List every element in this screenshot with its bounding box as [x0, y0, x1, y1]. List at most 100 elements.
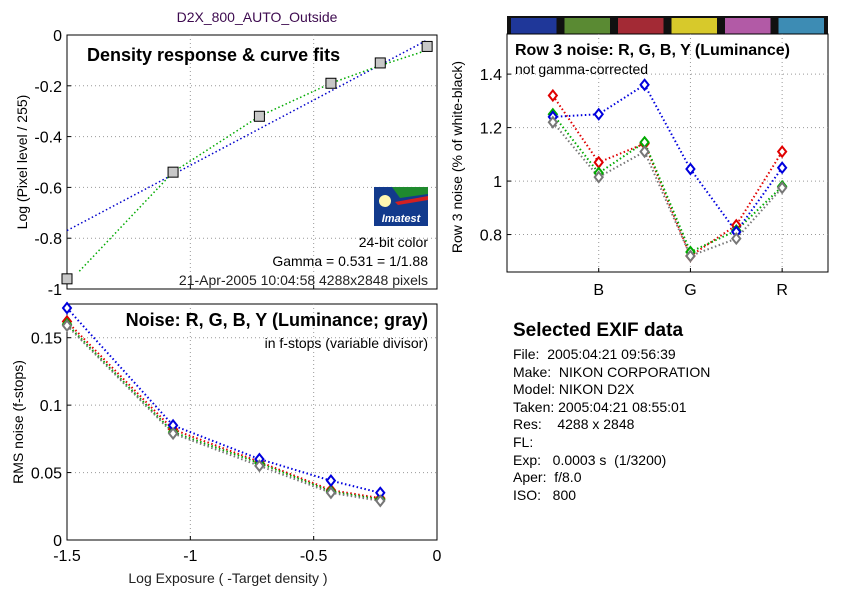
imatest-logo: Imatest: [374, 187, 428, 226]
noise-title: Noise: R, G, B, Y (Luminance; gray): [126, 310, 428, 330]
density-marker: [325, 77, 337, 89]
color-patch: [725, 18, 771, 34]
imatest-logo-text: Imatest: [382, 213, 422, 225]
color-patch: [564, 18, 610, 34]
exif-row-iso: ISO: 800: [513, 486, 577, 503]
noise-x-tick-label: -1: [183, 548, 197, 565]
density-marker: [421, 40, 433, 52]
row3-y-tick-label: 1.4: [480, 67, 502, 84]
row3-marker: [593, 170, 604, 184]
color-patch: [778, 18, 824, 34]
noise-panel: Noise: R, G, B, Y (Luminance; gray) in f…: [10, 301, 442, 586]
noise-marker: [61, 301, 73, 315]
density-y-tick-label: -0.2: [34, 79, 62, 96]
noise-series-line: [66, 320, 381, 500]
density-annotation-date: 21-Apr-2005 10:04:58 4288x2848 pixels: [179, 272, 428, 288]
density-y-tick-labels: -1 -0.8 -0.6 -0.4 -0.2 0: [34, 28, 62, 299]
exif-panel: Selected EXIF data File: 2005:04:21 09:5…: [513, 320, 710, 504]
exif-row-aper: Aper: f/8.0: [513, 469, 582, 486]
density-marker: [61, 273, 73, 285]
noise-y-tick-label: 0.15: [31, 331, 62, 348]
exif-row-fl: FL:: [513, 433, 534, 450]
noise-x-tick-label: 0: [433, 548, 442, 565]
noise-ticks: [66, 337, 438, 541]
noise-marker: [374, 494, 386, 508]
density-y-tick-label: -0.4: [34, 130, 62, 147]
noise-marker: [254, 459, 265, 473]
density-plot-frame: [66, 34, 438, 290]
row3-ticks: [507, 73, 783, 272]
noise-y-tick-label: 0.05: [31, 466, 62, 483]
exif-title: Selected EXIF data: [513, 320, 684, 341]
exif-row-make: Make: NIKON CORPORATION: [513, 363, 711, 380]
noise-marker: [325, 486, 337, 500]
row3-marker: [547, 115, 559, 129]
row3-y-tick-label: 1: [493, 174, 502, 191]
density-marker: [253, 110, 265, 122]
density-annotation-gamma: Gamma = 0.531 = 1/1.88: [272, 253, 428, 269]
figure-title: D2X_800_AUTO_Outside: [177, 9, 338, 25]
row3-marker: [776, 161, 788, 175]
noise-y-tick-label: 0: [53, 533, 62, 550]
row3-category-label: G: [684, 282, 696, 299]
noise-series-line: [66, 324, 381, 502]
noise-y-tick-labels: 0 0.05 0.1 0.15: [31, 331, 62, 550]
color-patch-strip: [507, 16, 828, 34]
exif-row-exp: Exp: 0.0003 s (1/3200): [513, 451, 667, 468]
density-response-panel: Density response & curve fits -1 -0.8 -0.6…: [14, 28, 438, 299]
color-patch: [671, 18, 717, 34]
row3-marker: [639, 78, 650, 92]
row3-series-line: [552, 121, 783, 258]
noise-gridlines: [67, 304, 437, 540]
row3-marker: [731, 231, 742, 246]
row3-marker: [547, 88, 559, 103]
row3-series-line: [552, 83, 783, 234]
row3-marker: [776, 145, 788, 159]
noise-series-lines: [66, 307, 381, 502]
exif-row-taken: Taken: 2005:04:21 08:55:01: [513, 398, 687, 415]
row3-marker: [776, 181, 788, 195]
row3-marker: [593, 107, 604, 121]
noise-series-line: [66, 307, 381, 494]
density-marker: [167, 166, 179, 178]
row3-series-lines: [552, 83, 783, 258]
row3-category-label: B: [593, 282, 604, 299]
color-patch: [618, 18, 664, 34]
noise-series-line: [66, 323, 381, 501]
noise-xlabel: Log Exposure ( -Target density ): [128, 570, 327, 586]
noise-subtitle: in f-stops (variable divisor): [265, 335, 428, 351]
density-y-tick-label: -0.8: [34, 231, 62, 248]
row3-ylabel: Row 3 noise (% of white-black): [449, 61, 465, 253]
row3-marker: [639, 145, 650, 159]
row3-marker: [685, 249, 696, 263]
noise-y-tick-label: 0.1: [40, 398, 62, 415]
row3-y-tick-label: 0.8: [480, 228, 502, 245]
density-title: Density response & curve fits: [87, 45, 340, 65]
noise-ylabel: RMS noise (f-stops): [10, 360, 26, 484]
density-y-tick-label: 0: [53, 28, 62, 45]
density-y-tick-label: -0.6: [34, 180, 62, 197]
noise-x-tick-label: -1.5: [53, 548, 81, 565]
row3-noise-panel: Row 3 noise: R, G, B, Y (Luminance) not …: [449, 16, 829, 299]
row3-marker: [685, 162, 696, 176]
row3-y-tick-label: 1.2: [480, 121, 502, 138]
row3-category-label: R: [776, 282, 788, 299]
noise-marker: [325, 474, 337, 488]
row3-series-line: [552, 113, 783, 254]
density-markers: [61, 40, 433, 285]
exif-row-res: Res: 4288 x 2848: [513, 416, 635, 433]
density-y-tick-label: -1: [48, 282, 62, 299]
row3-title: Row 3 noise: R, G, B, Y (Luminance): [515, 42, 790, 59]
noise-marker: [61, 318, 73, 333]
noise-x-tick-labels: -1.5 -1 -0.5 0: [53, 548, 441, 565]
density-marker: [374, 57, 386, 69]
exif-row-file: File: 2005:04:21 09:56:39: [513, 346, 676, 362]
exif-row-model: Model: NIKON D2X: [513, 381, 635, 398]
row3-subtitle: not gamma-corrected: [515, 61, 648, 77]
noise-marker: [167, 426, 179, 441]
row3-y-tick-labels: 0.8 1 1.2 1.4: [480, 67, 502, 244]
density-ticks: [66, 34, 438, 290]
row3-markers: [547, 78, 788, 263]
